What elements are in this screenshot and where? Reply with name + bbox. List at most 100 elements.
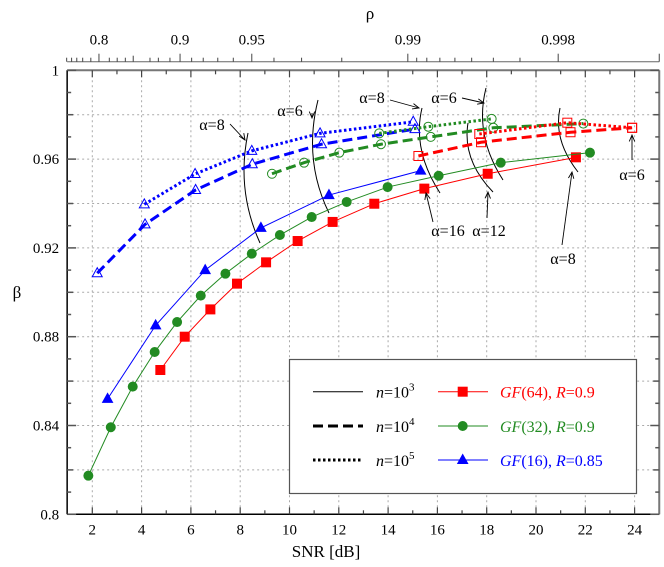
arrowhead-icon	[238, 133, 246, 141]
data-point	[407, 115, 420, 126]
legend-marker	[457, 386, 468, 397]
arrowhead-icon	[477, 98, 486, 105]
data-point	[414, 164, 427, 175]
data-point	[245, 144, 258, 155]
data-point	[476, 137, 487, 148]
data-point	[486, 113, 497, 124]
alpha-label: α=8	[550, 251, 575, 268]
series-line	[271, 122, 584, 176]
legend-q: (32),	[521, 419, 556, 436]
x-tick-label: 14	[381, 522, 397, 538]
annotations: α=8 α=6 α=8 α=6 α=16 α=12 α=8 α=6	[199, 90, 644, 268]
data-point	[266, 168, 277, 179]
series-gf64-n1e3	[155, 152, 581, 375]
data-point	[382, 182, 393, 193]
arrowhead-icon	[308, 111, 316, 120]
x-tick-label: 24	[627, 522, 643, 538]
alpha-label: α=6	[619, 167, 644, 184]
data-point	[149, 318, 162, 330]
data-point	[220, 268, 231, 279]
x-tick-label: 16	[430, 522, 446, 538]
series-line	[107, 170, 421, 400]
data-point	[482, 168, 493, 179]
legend-exp: 4	[409, 416, 415, 428]
annotation-arrow	[425, 192, 434, 223]
axes: 2 4 6 8 10 12 14 16 18 20 22 240.80.840.880.920.961…	[33, 33, 661, 538]
top-axis-title: ρ	[366, 4, 374, 23]
data-point	[261, 257, 272, 268]
data-point	[315, 137, 328, 149]
data-point	[105, 422, 116, 433]
series-line	[479, 121, 633, 136]
alpha-label: α=8	[199, 117, 224, 134]
data-point	[369, 198, 380, 209]
annotation-arrow	[461, 97, 485, 104]
annotation-arrow	[229, 123, 246, 141]
x-tick-label: 20	[529, 522, 544, 538]
y-tick-label: 0.92	[33, 241, 59, 257]
series-group	[83, 113, 638, 481]
legend-rate: =0.9	[566, 419, 595, 436]
y-tick-label: 0.8	[40, 507, 59, 523]
legend-eq: =10	[384, 453, 409, 470]
alpha-contour	[466, 122, 494, 193]
data-point	[306, 212, 317, 223]
data-point	[495, 157, 506, 168]
series-gf64-n1e5	[474, 117, 638, 140]
alpha-contour	[418, 107, 441, 194]
legend-n-label: n=105	[376, 450, 415, 470]
legend-code-label: GF(16), R=0.85	[500, 453, 603, 470]
data-point	[292, 236, 303, 247]
data-point	[423, 121, 434, 132]
data-point	[627, 122, 638, 133]
data-point	[314, 126, 326, 138]
data-point	[189, 183, 202, 194]
series-gf16-n1e4	[91, 122, 421, 278]
legend-code-label: GF(64), R=0.9	[500, 385, 595, 402]
data-point	[375, 139, 386, 150]
data-point	[562, 117, 573, 128]
data-point	[172, 317, 183, 328]
legend-gf: GF	[500, 453, 522, 470]
legend-n-label: n=103	[376, 382, 415, 402]
alpha-label: α=16	[431, 223, 464, 240]
legend-q: (16),	[521, 453, 556, 470]
x-axis-title: SNR [dB]	[292, 542, 360, 561]
arrowhead-icon	[484, 190, 491, 199]
data-point	[195, 290, 206, 301]
legend-n: n	[376, 385, 384, 402]
y-tick-label: 0.88	[33, 330, 59, 346]
data-point	[409, 122, 421, 134]
data-point	[149, 347, 160, 358]
annotation-arrow	[561, 171, 573, 246]
legend-rate: =0.9	[566, 385, 595, 402]
data-point	[584, 147, 595, 158]
x-tick-label: 18	[479, 522, 494, 538]
series-line	[379, 117, 492, 135]
legend-r: R	[555, 385, 566, 402]
series-gf32-n1e3	[83, 147, 595, 481]
x-tick-label: 10	[282, 522, 297, 538]
alpha-label: α=8	[359, 90, 384, 107]
legend-r: R	[555, 419, 566, 436]
data-point	[246, 157, 259, 169]
data-point	[127, 381, 138, 392]
data-point	[91, 266, 104, 278]
legend-eq: =10	[384, 385, 409, 402]
alpha-label: α=6	[277, 103, 302, 120]
x-tick-label: 12	[331, 522, 346, 538]
data-point	[139, 217, 151, 229]
x-tick-label: 22	[578, 522, 593, 538]
series-line	[96, 127, 416, 275]
data-point	[231, 278, 242, 289]
data-point	[205, 304, 216, 315]
y-tick-label: 1	[52, 63, 60, 79]
x-tick-label: 6	[187, 522, 195, 538]
arrowhead-icon	[568, 170, 575, 179]
data-point	[189, 167, 201, 178]
series-gf16-n1e3	[101, 164, 427, 403]
data-point	[474, 129, 485, 140]
alpha-contour	[312, 99, 330, 214]
rho-tick-label: 0.8	[90, 33, 109, 49]
data-point	[374, 128, 385, 139]
